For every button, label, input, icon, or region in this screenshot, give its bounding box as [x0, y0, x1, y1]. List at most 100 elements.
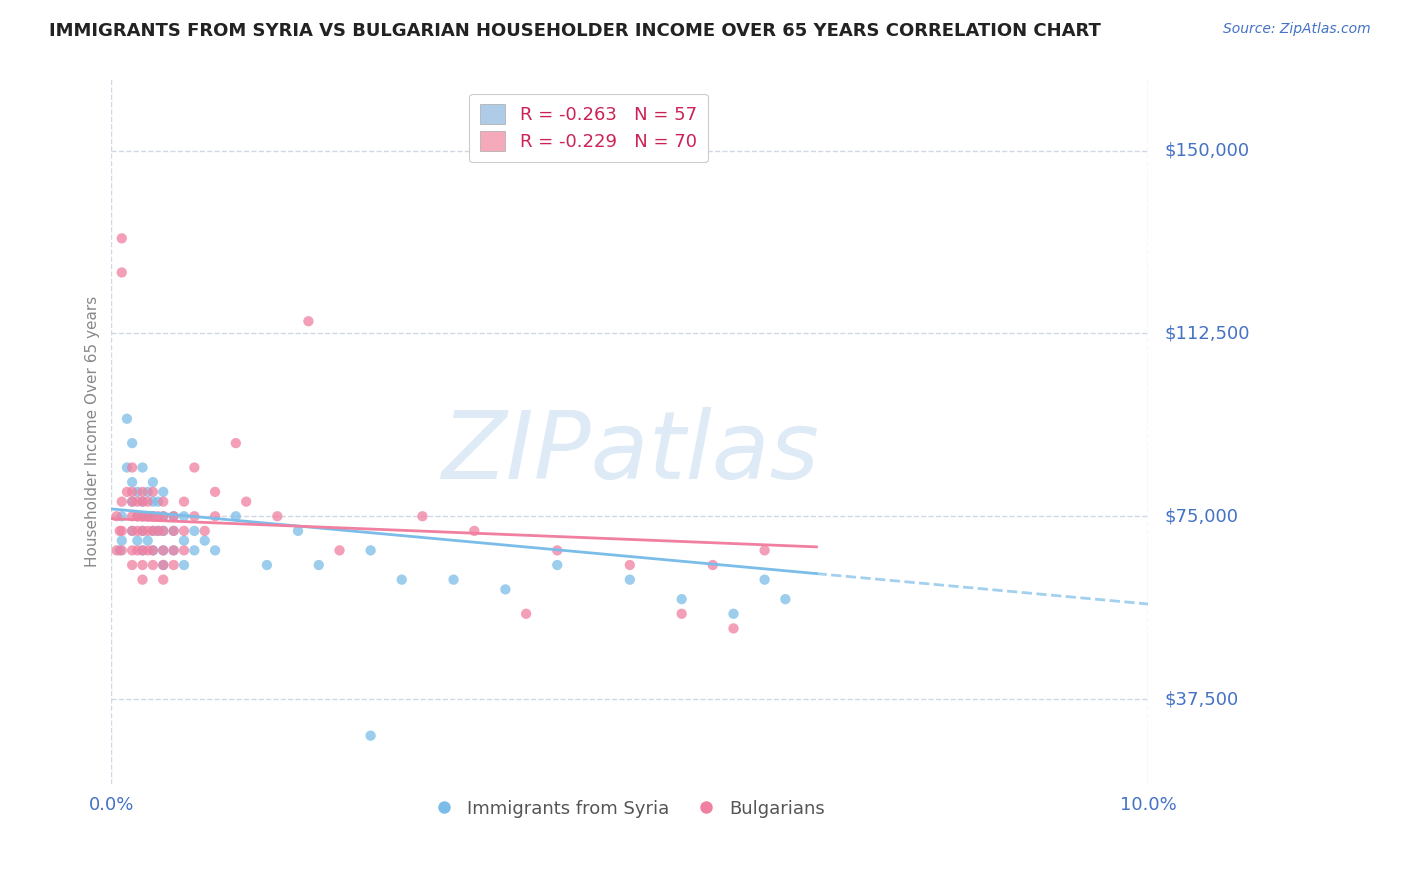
Point [723, 607, 745, 621]
Point [775, 592, 797, 607]
Point [127, 484, 149, 499]
Point [183, 460, 205, 475]
Point [443, 573, 465, 587]
Point [121, 524, 143, 538]
Point [131, 543, 153, 558]
Point [108, 543, 131, 558]
Point [131, 573, 153, 587]
Point [142, 524, 165, 538]
Text: $37,500: $37,500 [1166, 690, 1239, 708]
Point [162, 543, 184, 558]
Point [173, 524, 195, 538]
Point [225, 509, 247, 524]
Point [162, 543, 184, 558]
Point [127, 509, 149, 524]
Point [152, 524, 174, 538]
Text: $75,000: $75,000 [1166, 508, 1239, 525]
Point [204, 509, 226, 524]
Y-axis label: Householder Income Over 65 years: Householder Income Over 65 years [86, 295, 100, 566]
Point [142, 509, 165, 524]
Point [131, 509, 153, 524]
Point [173, 509, 195, 524]
Point [111, 524, 134, 538]
Text: $112,500: $112,500 [1166, 325, 1250, 343]
Point [266, 509, 288, 524]
Point [115, 484, 138, 499]
Point [152, 543, 174, 558]
Text: ZIPatlas: ZIPatlas [441, 407, 818, 498]
Point [121, 524, 143, 538]
Point [152, 509, 174, 524]
Point [152, 524, 174, 538]
Point [723, 621, 745, 635]
Point [142, 509, 165, 524]
Point [111, 543, 134, 558]
Point [152, 573, 174, 587]
Point [411, 509, 433, 524]
Point [127, 524, 149, 538]
Point [515, 607, 537, 621]
Point [173, 558, 195, 572]
Point [127, 543, 149, 558]
Point [391, 573, 413, 587]
Point [136, 509, 159, 524]
Point [308, 558, 330, 572]
Point [297, 314, 319, 328]
Point [121, 509, 143, 524]
Point [121, 484, 143, 499]
Point [328, 543, 350, 558]
Point [194, 524, 217, 538]
Point [142, 475, 165, 490]
Point [754, 543, 776, 558]
Point [142, 558, 165, 572]
Point [105, 509, 128, 524]
Point [142, 484, 165, 499]
Point [131, 494, 153, 508]
Point [152, 494, 174, 508]
Point [204, 543, 226, 558]
Point [463, 524, 485, 538]
Point [619, 573, 641, 587]
Point [146, 524, 169, 538]
Point [702, 558, 724, 572]
Point [136, 509, 159, 524]
Point [162, 509, 184, 524]
Point [136, 484, 159, 499]
Point [287, 524, 309, 538]
Legend: Immigrants from Syria, Bulgarians: Immigrants from Syria, Bulgarians [427, 792, 832, 825]
Point [111, 494, 134, 508]
Point [121, 494, 143, 508]
Point [235, 494, 257, 508]
Point [173, 543, 195, 558]
Point [111, 265, 134, 279]
Point [546, 543, 568, 558]
Point [360, 729, 382, 743]
Point [146, 494, 169, 508]
Point [142, 524, 165, 538]
Point [256, 558, 278, 572]
Point [360, 543, 382, 558]
Point [173, 533, 195, 548]
Point [121, 475, 143, 490]
Point [183, 509, 205, 524]
Point [127, 533, 149, 548]
Point [146, 524, 169, 538]
Point [152, 558, 174, 572]
Point [204, 484, 226, 499]
Point [194, 533, 217, 548]
Text: $150,000: $150,000 [1166, 142, 1250, 160]
Point [121, 558, 143, 572]
Point [131, 524, 153, 538]
Point [121, 436, 143, 450]
Point [546, 558, 568, 572]
Point [152, 509, 174, 524]
Point [671, 607, 693, 621]
Text: Source: ZipAtlas.com: Source: ZipAtlas.com [1223, 22, 1371, 37]
Point [162, 524, 184, 538]
Point [173, 494, 195, 508]
Point [142, 543, 165, 558]
Point [111, 231, 134, 245]
Text: IMMIGRANTS FROM SYRIA VS BULGARIAN HOUSEHOLDER INCOME OVER 65 YEARS CORRELATION : IMMIGRANTS FROM SYRIA VS BULGARIAN HOUSE… [49, 22, 1101, 40]
Point [111, 509, 134, 524]
Point [162, 558, 184, 572]
